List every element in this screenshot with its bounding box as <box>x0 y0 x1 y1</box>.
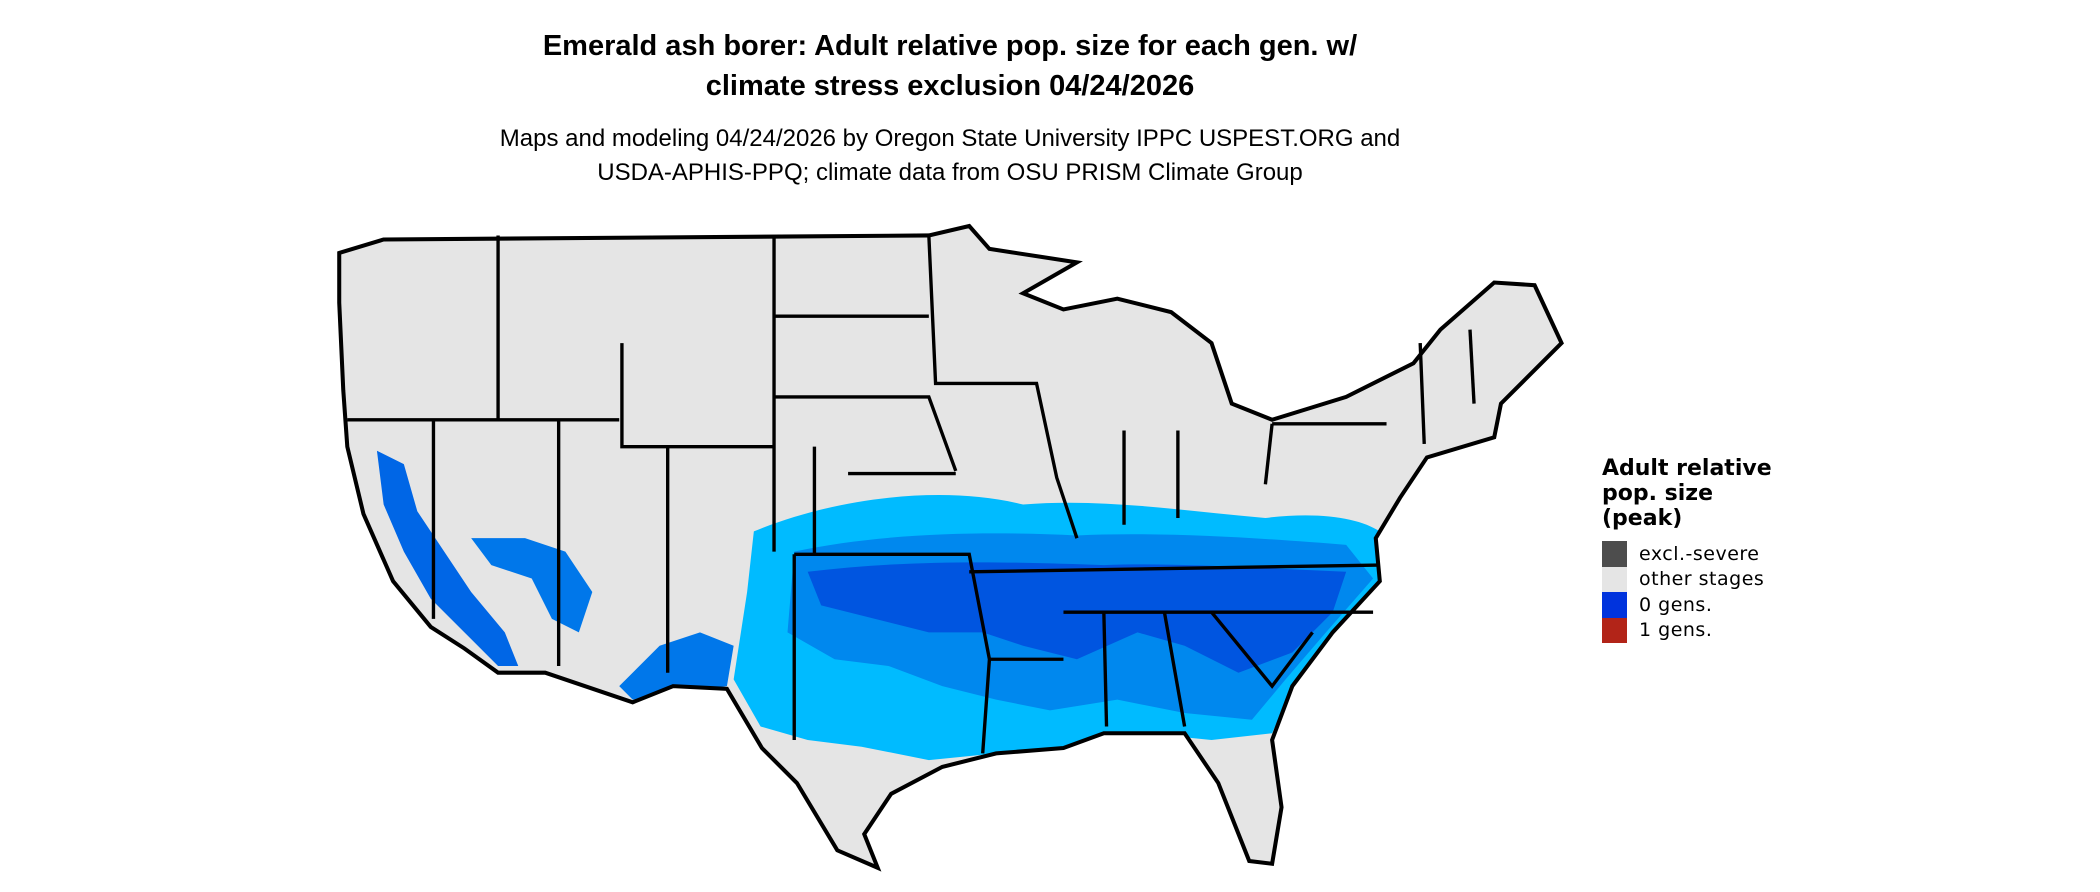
legend-swatch <box>1602 592 1627 618</box>
legend-label: excl.-severe <box>1639 542 1760 565</box>
subtitle-line-1: Maps and modeling 04/24/2026 by Oregon S… <box>499 125 1401 152</box>
state-borders <box>347 235 1476 754</box>
population-raster <box>376 450 1387 761</box>
legend-label: other stages <box>1639 568 1765 591</box>
legend-title-line: pop. size <box>1602 481 1713 506</box>
us-outline <box>337 223 1564 872</box>
region-dark <box>807 562 1347 673</box>
title-line-2: climate stress exclusion 04/24/2026 <box>705 70 1195 102</box>
legend-swatch <box>1602 617 1627 643</box>
legend-title-line: (peak) <box>1602 506 1683 531</box>
legend-label: 0 gens. <box>1639 593 1713 616</box>
region-southwest <box>471 538 593 633</box>
legend-item: 0 gens. <box>1602 592 1802 618</box>
title-line-1: Emerald ash borer: Adult relative pop. s… <box>542 30 1358 62</box>
legend-item: other stages <box>1602 566 1802 592</box>
legend-swatch <box>1602 541 1627 567</box>
legend: Adult relative pop. size (peak) excl.-se… <box>1602 456 1802 643</box>
legend-label: 1 gens. <box>1639 619 1713 642</box>
legend-item: 1 gens. <box>1602 617 1802 643</box>
legend-title-line: Adult relative <box>1602 456 1772 481</box>
map-subtitle: Maps and modeling 04/24/2026 by Oregon S… <box>0 122 1900 190</box>
legend-item: excl.-severe <box>1602 541 1802 567</box>
legend-title: Adult relative pop. size (peak) <box>1602 456 1802 531</box>
map-title: Emerald ash borer: Adult relative pop. s… <box>0 26 1900 106</box>
subtitle-line-2: USDA-APHIS-PPQ; climate data from OSU PR… <box>597 159 1303 186</box>
region-california <box>376 450 519 666</box>
legend-swatch <box>1602 566 1627 592</box>
region-nm <box>619 632 734 700</box>
